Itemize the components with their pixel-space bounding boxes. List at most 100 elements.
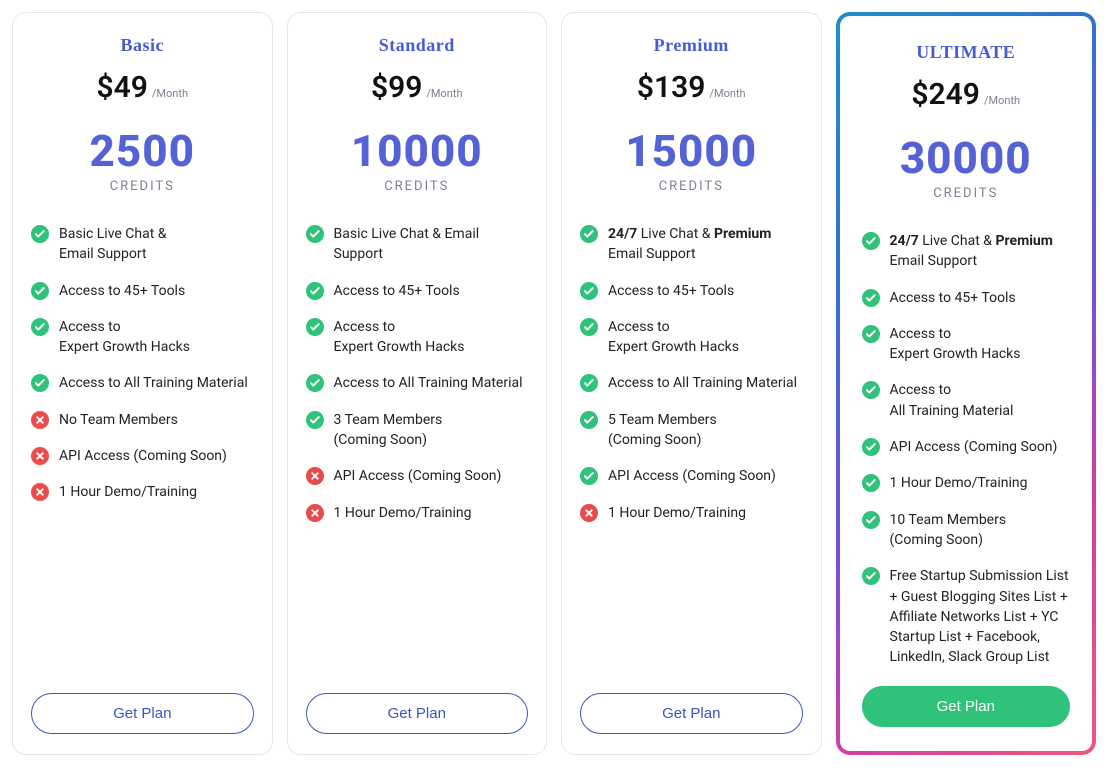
check-icon (862, 325, 880, 343)
feature-item: 24/7 Live Chat & Premium Email Support (862, 223, 1071, 280)
check-icon (862, 289, 880, 307)
plan-price-row: $139/Month (580, 70, 803, 105)
plan-title: Premium (580, 35, 803, 56)
check-icon (862, 567, 880, 585)
plan-credits-label: CREDITS (580, 179, 803, 194)
feature-item: Access to 45+ Tools (580, 273, 803, 309)
feature-text: 10 Team Members (Coming Soon) (890, 510, 1071, 551)
plan-price: $49 (96, 70, 147, 105)
check-icon (862, 511, 880, 529)
feature-item: Basic Live Chat & Email Support (306, 216, 529, 273)
plan-credits: 10000 (306, 129, 529, 173)
feature-text: Access to Expert Growth Hacks (608, 317, 803, 358)
plan-credits: 15000 (580, 129, 803, 173)
feature-text: Access to Expert Growth Hacks (59, 317, 254, 358)
check-icon (862, 232, 880, 250)
check-icon (580, 411, 598, 429)
get-plan-button[interactable]: Get Plan (580, 693, 803, 734)
feature-text: 24/7 Live Chat & Premium Email Support (890, 231, 1071, 272)
feature-text: API Access (Coming Soon) (334, 466, 502, 486)
feature-item: No Team Members (31, 402, 254, 438)
feature-text: 5 Team Members (Coming Soon) (608, 410, 803, 451)
feature-list: Basic Live Chat & Email Support Access to… (31, 216, 254, 683)
plan-price: $249 (911, 77, 980, 112)
feature-text: 1 Hour Demo/Training (890, 473, 1028, 493)
check-icon (31, 318, 49, 336)
feature-list: 24/7 Live Chat & Premium Email Support Ac… (862, 223, 1071, 676)
plan-card-premium: Premium $139/Month 15000 CREDITS 24/7 Live C… (561, 12, 822, 755)
check-icon (306, 282, 324, 300)
feature-text: Free Startup Submission List + Guest Blo… (890, 566, 1071, 667)
check-icon (862, 474, 880, 492)
feature-text: 1 Hour Demo/Training (334, 503, 472, 523)
plan-price: $139 (637, 70, 706, 105)
feature-text: Access to All Training Material (334, 373, 523, 393)
feature-text: Access to 45+ Tools (608, 281, 734, 301)
cross-icon (31, 483, 49, 501)
feature-item: 10 Team Members (Coming Soon) (862, 502, 1071, 559)
feature-text: Access to All Training Material (890, 380, 1071, 421)
feature-item: Access to Expert Growth Hacks (862, 316, 1071, 373)
feature-text: Access to 45+ Tools (334, 281, 460, 301)
pricing-plans: Basic $49/Month 2500 CREDITS Basic Live Chat… (12, 12, 1096, 755)
feature-text: API Access (Coming Soon) (608, 466, 776, 486)
check-icon (31, 374, 49, 392)
plan-period: /Month (152, 87, 188, 100)
plan-period: /Month (426, 87, 462, 100)
feature-list: 24/7 Live Chat & Premium Email Support Ac… (580, 216, 803, 683)
feature-text: Access to 45+ Tools (890, 288, 1016, 308)
plan-price-row: $99/Month (306, 70, 529, 105)
feature-item: Access to 45+ Tools (306, 273, 529, 309)
check-icon (306, 411, 324, 429)
plan-period: /Month (984, 94, 1020, 107)
check-icon (31, 225, 49, 243)
plan-title: ULTIMATE (862, 42, 1071, 63)
feature-text: Basic Live Chat & Email Support (59, 224, 254, 265)
feature-item: Access to Expert Growth Hacks (306, 309, 529, 366)
check-icon (306, 225, 324, 243)
plan-price: $99 (371, 70, 422, 105)
plan-title: Standard (306, 35, 529, 56)
plan-credits: 30000 (862, 136, 1071, 180)
feature-item: API Access (Coming Soon) (580, 458, 803, 494)
feature-text: Access to All Training Material (608, 373, 797, 393)
check-icon (580, 282, 598, 300)
feature-text: Access to 45+ Tools (59, 281, 185, 301)
check-icon (31, 282, 49, 300)
check-icon (580, 467, 598, 485)
feature-item: Access to 45+ Tools (31, 273, 254, 309)
check-icon (306, 374, 324, 392)
feature-text: Access to All Training Material (59, 373, 248, 393)
plan-credits-label: CREDITS (31, 179, 254, 194)
feature-item: 3 Team Members (Coming Soon) (306, 402, 529, 459)
check-icon (862, 381, 880, 399)
plan-credits-label: CREDITS (862, 186, 1071, 201)
feature-text: 1 Hour Demo/Training (59, 482, 197, 502)
feature-text: Basic Live Chat & Email Support (334, 224, 529, 265)
check-icon (580, 318, 598, 336)
get-plan-button[interactable]: Get Plan (31, 693, 254, 734)
plan-card-ultimate: ULTIMATE $249/Month 30000 CREDITS 24/7 Live … (836, 12, 1097, 755)
feature-text: API Access (Coming Soon) (59, 446, 227, 466)
plan-credits-label: CREDITS (306, 179, 529, 194)
cross-icon (306, 467, 324, 485)
feature-item: API Access (Coming Soon) (862, 429, 1071, 465)
plan-credits: 2500 (31, 129, 254, 173)
get-plan-button[interactable]: Get Plan (306, 693, 529, 734)
plan-title: Basic (31, 35, 254, 56)
feature-item: Access to All Training Material (31, 365, 254, 401)
feature-item: 1 Hour Demo/Training (306, 495, 529, 531)
feature-item: 1 Hour Demo/Training (580, 495, 803, 531)
feature-text: No Team Members (59, 410, 178, 430)
plan-price-row: $49/Month (31, 70, 254, 105)
feature-item: 1 Hour Demo/Training (31, 474, 254, 510)
feature-item: API Access (Coming Soon) (306, 458, 529, 494)
feature-list: Basic Live Chat & Email Support Access to… (306, 216, 529, 683)
feature-item: 5 Team Members (Coming Soon) (580, 402, 803, 459)
plan-card-basic: Basic $49/Month 2500 CREDITS Basic Live Chat… (12, 12, 273, 755)
feature-text: 24/7 Live Chat & Premium Email Support (608, 224, 803, 265)
cross-icon (31, 447, 49, 465)
feature-item: Access to All Training Material (580, 365, 803, 401)
feature-item: API Access (Coming Soon) (31, 438, 254, 474)
get-plan-button[interactable]: Get Plan (862, 686, 1071, 727)
